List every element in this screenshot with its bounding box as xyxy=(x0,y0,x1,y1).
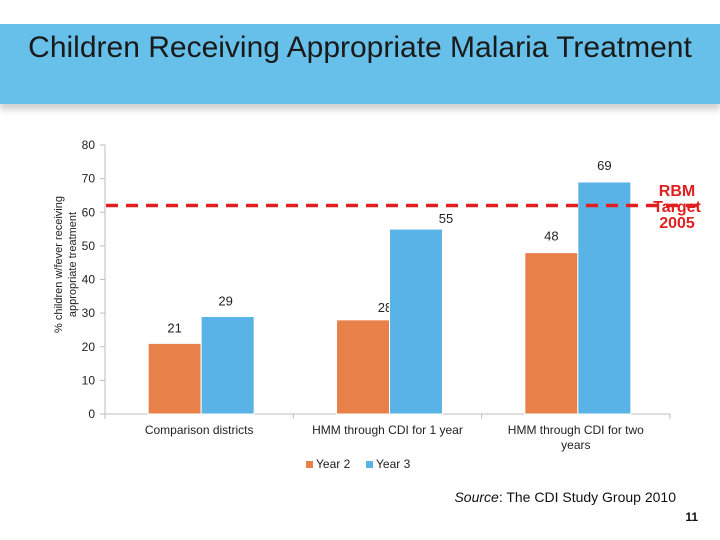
data-label: 28 xyxy=(378,300,392,315)
legend-label: Year 2 xyxy=(316,457,351,471)
source-label: Source xyxy=(454,489,499,505)
legend-swatch xyxy=(366,461,373,468)
y-axis-label-line2: appropriate treatment xyxy=(67,212,79,317)
bar-year-3 xyxy=(577,181,632,415)
bar-year-2 xyxy=(524,252,579,415)
data-label: 69 xyxy=(597,158,611,173)
y-tick-label: 10 xyxy=(82,373,96,387)
bar-year-2 xyxy=(336,319,390,415)
target-label: Target xyxy=(653,199,701,216)
y-tick-label: 0 xyxy=(88,407,95,421)
data-label: 21 xyxy=(167,320,181,335)
x-tick-label: HMM through CDI for 1 year xyxy=(312,423,463,437)
data-label: 55 xyxy=(439,211,453,226)
target-label: RBM xyxy=(659,183,695,200)
y-tick-label: 20 xyxy=(82,340,96,354)
y-tick-label: 50 xyxy=(82,239,96,253)
y-tick-label: 80 xyxy=(82,138,96,152)
x-tick-label: years xyxy=(561,438,590,452)
source-citation: Source: The CDI Study Group 2010 xyxy=(360,489,676,505)
target-label: 2005 xyxy=(659,215,695,232)
y-tick-label: 40 xyxy=(82,273,96,287)
y-tick-label: 60 xyxy=(82,205,96,219)
legend-label: Year 3 xyxy=(376,457,411,471)
y-axis-label-line1: % children w/fever receiving xyxy=(53,196,65,333)
slide-number: 11 xyxy=(685,510,698,524)
x-tick-label: Comparison districts xyxy=(145,423,254,437)
title-banner xyxy=(0,24,720,104)
y-tick-label: 70 xyxy=(82,172,96,186)
source-text: : The CDI Study Group 2010 xyxy=(498,489,676,505)
page-title: Children Receiving Appropriate Malaria T… xyxy=(28,31,692,64)
data-label: 29 xyxy=(218,293,232,308)
bar-year-3 xyxy=(200,315,255,415)
bar-year-3 xyxy=(389,228,443,415)
x-tick-label: HMM through CDI for two xyxy=(508,423,644,437)
y-tick-label: 30 xyxy=(82,306,96,320)
legend-swatch xyxy=(306,461,313,468)
bar-year-2 xyxy=(147,342,202,415)
data-label: 48 xyxy=(544,229,558,244)
